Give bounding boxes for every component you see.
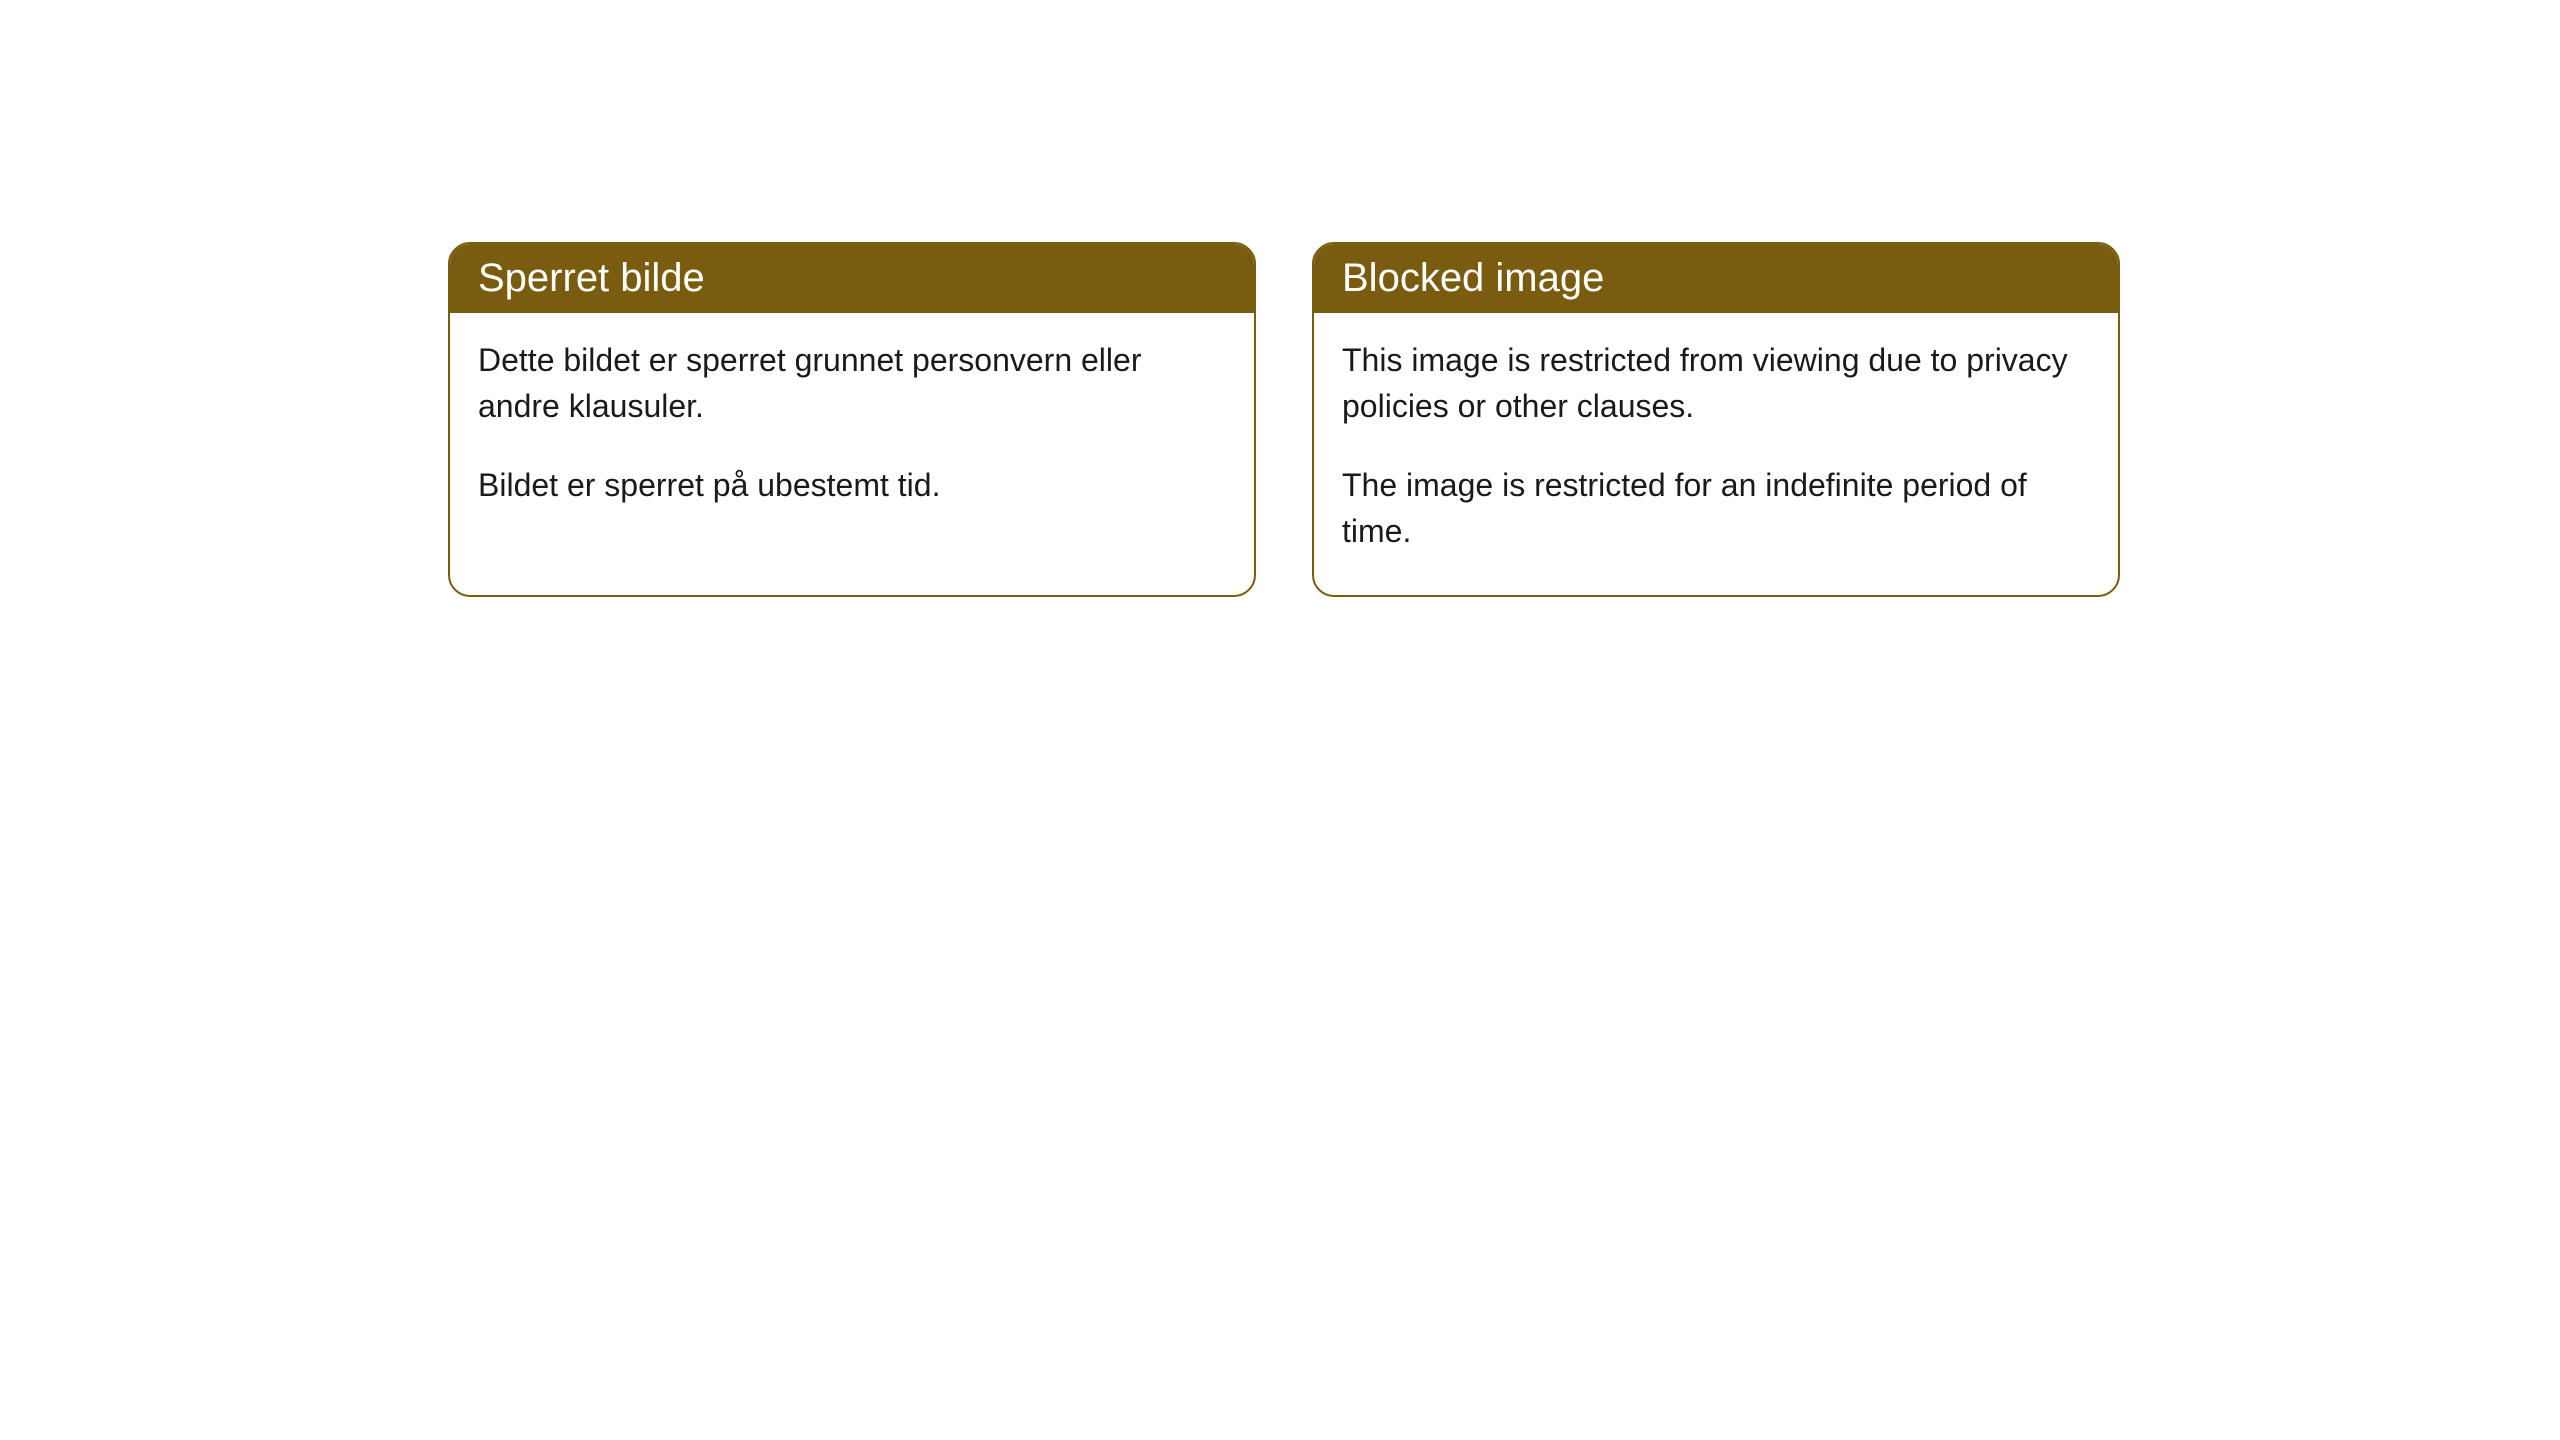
card-paragraph: Dette bildet er sperret grunnet personve…: [478, 337, 1226, 430]
card-title: Sperret bilde: [478, 256, 705, 300]
card-header: Sperret bilde: [450, 244, 1254, 313]
card-paragraph: Bildet er sperret på ubestemt tid.: [478, 462, 1226, 508]
notice-card-norwegian: Sperret bilde Dette bildet er sperret gr…: [448, 242, 1256, 597]
card-paragraph: This image is restricted from viewing du…: [1342, 337, 2090, 430]
card-body: Dette bildet er sperret grunnet personve…: [450, 313, 1254, 548]
card-paragraph: The image is restricted for an indefinit…: [1342, 462, 2090, 555]
notice-card-english: Blocked image This image is restricted f…: [1312, 242, 2120, 597]
card-header: Blocked image: [1314, 244, 2118, 313]
card-title: Blocked image: [1342, 256, 1604, 300]
notice-container: Sperret bilde Dette bildet er sperret gr…: [448, 242, 2120, 597]
card-body: This image is restricted from viewing du…: [1314, 313, 2118, 595]
